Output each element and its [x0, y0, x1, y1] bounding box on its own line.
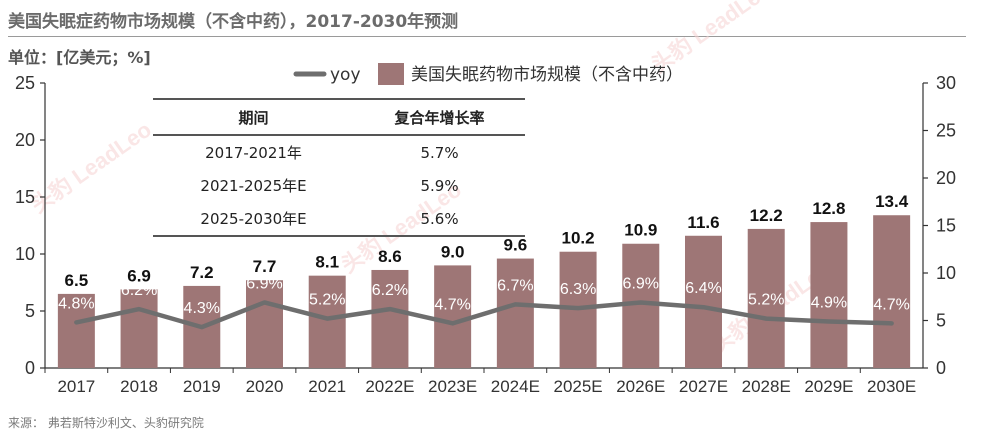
x-tick-label: 2028E	[742, 377, 791, 396]
right-tick-label: 25	[936, 121, 956, 141]
bar	[622, 243, 660, 368]
cagr-table-header: 期间 复合年增长率	[153, 98, 525, 136]
right-tick-label: 15	[936, 216, 956, 236]
bar-value-label: 6.9	[127, 266, 151, 285]
right-tick-label: 0	[936, 358, 946, 378]
cagr-rate: 5.9%	[420, 176, 459, 195]
unit-label: 单位：[亿美元；%]	[8, 48, 151, 67]
cagr-period: 2021-2025年E	[200, 177, 307, 195]
x-tick-label: 2022E	[365, 377, 414, 396]
bar-value-label: 11.6	[687, 213, 719, 232]
cagr-header-rate: 复合年增长率	[354, 98, 525, 136]
x-tick-label: 2029E	[804, 377, 853, 396]
yoy-value-label: 4.3%	[184, 300, 220, 317]
bar-value-label: 13.4	[875, 192, 909, 211]
bar-value-labels: 6.5 6.9 7.2 7.7 8.1 8.6 9.0 9.6 10.2 10.9 11.6 12.2…	[65, 192, 909, 290]
x-tick-label: 2021	[308, 377, 346, 396]
yoy-value-label: 6.4%	[685, 280, 721, 297]
left-tick-label: 20	[15, 130, 35, 150]
bar	[57, 293, 95, 368]
legend-bar-label: 美国失眠药物市场规模（不含中药）	[411, 65, 683, 85]
yoy-value-label: 5.2%	[748, 292, 784, 309]
bar-value-label: 7.2	[190, 263, 214, 282]
yoy-value-label: 5.2%	[309, 292, 345, 309]
chart-title: 美国失眠症药物市场规模（不含中药），2017-2030年预测	[8, 12, 459, 32]
bar-value-label: 8.6	[378, 247, 402, 266]
bar-value-label: 10.9	[624, 221, 657, 240]
yoy-line-group: 4.8% 6.2% 4.3% 6.9% 5.2% 6.2% 4.7% 6.7% 6.3% 6.9%…	[58, 275, 910, 330]
cagr-period: 2025-2030年E	[153, 202, 355, 237]
left-tick-label: 10	[15, 244, 35, 264]
bar	[810, 222, 848, 368]
x-tick-label: 2024E	[491, 377, 540, 396]
legend-yoy-label: yoy	[330, 65, 361, 85]
yoy-value-label: 4.7%	[873, 296, 909, 313]
x-tick-label: 2030E	[867, 377, 916, 396]
x-tick-label: 2017	[57, 377, 95, 396]
bar-value-label: 8.1	[315, 253, 339, 272]
yoy-value-label: 4.9%	[811, 294, 847, 311]
yoy-value-label: 6.7%	[497, 277, 533, 294]
bar	[873, 215, 911, 368]
bar	[308, 275, 346, 368]
yoy-value-label: 6.2%	[121, 282, 157, 299]
cagr-rate: 5.7%	[420, 143, 459, 162]
bar-value-label: 9.0	[441, 242, 465, 261]
cagr-header-period: 期间	[153, 98, 355, 136]
x-tick-label: 2020	[246, 377, 284, 396]
cagr-table: 期间 复合年增长率 2017-2021年 5.7% 2021-2025年E 5.…	[153, 98, 525, 237]
bar	[246, 280, 283, 368]
x-tick-label: 2018	[120, 377, 158, 396]
bar	[747, 228, 785, 368]
yoy-value-label: 4.8%	[58, 295, 94, 312]
bar	[496, 258, 534, 368]
left-tick-label: 25	[15, 73, 35, 93]
yoy-value-label: 6.9%	[246, 275, 282, 292]
bar	[120, 289, 158, 368]
x-tick-label: 2023E	[428, 377, 477, 396]
left-tick-label: 5	[25, 301, 35, 321]
yoy-value-label: 4.7%	[434, 296, 470, 313]
cagr-row: 2025-2030年E 5.6%	[153, 202, 525, 237]
cagr-rate: 5.6%	[354, 202, 525, 237]
x-tick-label: 2027E	[679, 377, 728, 396]
bar-value-label: 12.2	[750, 206, 783, 225]
bar-value-label: 9.6	[504, 236, 528, 255]
right-axis: 0 5 10 15 20 25 30	[922, 73, 956, 378]
title-divider	[8, 36, 966, 37]
yoy-line	[74, 300, 894, 330]
right-tick-label: 30	[936, 73, 956, 93]
left-tick-label: 15	[15, 187, 35, 207]
right-tick-label: 20	[936, 168, 956, 188]
bar-value-label: 12.8	[812, 199, 845, 218]
left-tick-label: 0	[25, 358, 35, 378]
cagr-period: 2017-2021年	[205, 144, 302, 162]
bar-value-label: 6.5	[65, 271, 89, 290]
cagr-row: 2017-2021年 5.7%	[153, 135, 525, 169]
x-tick-label: 2026E	[616, 377, 665, 396]
yoy-value-label: 6.2%	[372, 282, 408, 299]
right-tick-label: 10	[936, 263, 956, 283]
legend: yoy 美国失眠药物市场规模（不含中药）	[293, 63, 683, 85]
x-tick-label: 2019	[183, 377, 221, 396]
bar	[371, 269, 409, 368]
bar	[434, 265, 472, 368]
bars	[57, 215, 911, 368]
x-tick-label: 2025E	[553, 377, 602, 396]
legend-bar-swatch	[378, 63, 404, 85]
left-axis: 0 5 10 15 20 25	[15, 73, 46, 378]
yoy-value-label: 6.9%	[623, 275, 659, 292]
yoy-value-label: 6.3%	[560, 281, 596, 298]
x-axis: 2017 2018 2019 2020 2021 2022E 2023E 2024E 2025E…	[44, 367, 923, 396]
bar-value-label: 7.7	[253, 257, 277, 276]
right-tick-label: 5	[936, 311, 946, 331]
bar	[685, 235, 722, 368]
cagr-row: 2021-2025年E 5.9%	[153, 169, 525, 202]
source-note: 来源： 弗若斯特沙利文、头豹研究院	[8, 416, 204, 430]
bar-value-label: 10.2	[562, 229, 595, 248]
